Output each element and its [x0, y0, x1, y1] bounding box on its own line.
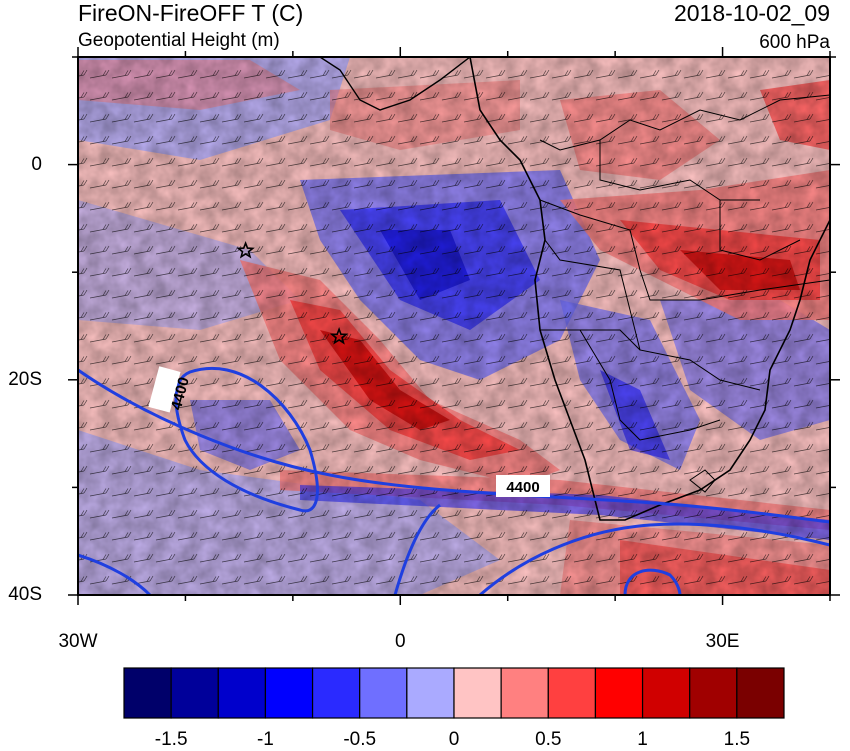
colorbar-swatch — [406, 667, 455, 719]
colorbar-swatch — [641, 667, 691, 719]
axis-ticks — [68, 47, 840, 605]
colorbar-tick-label: 1.5 — [723, 729, 751, 750]
markers-layer — [236, 240, 349, 345]
y-tick-label: 20S — [8, 368, 42, 390]
colorbar-swatch — [689, 667, 738, 719]
colorbar-swatch — [547, 667, 597, 719]
colorbar-tick-label: 1 — [637, 729, 648, 750]
colorbar-swatch — [170, 667, 219, 719]
colorbar-swatch — [594, 667, 644, 719]
star-marker — [236, 240, 255, 259]
svg-text:4400: 4400 — [506, 479, 539, 496]
temperature-difference-field — [78, 57, 830, 595]
star-marker — [329, 327, 349, 345]
contour-label: 4400 — [496, 475, 550, 497]
colorbar-tick-label: 0.5 — [535, 729, 562, 750]
colorbar-tick-label: -0.5 — [343, 729, 377, 750]
plot-title: FireON-FireOFF T (C) — [78, 0, 304, 26]
map-frame — [77, 56, 831, 596]
colorbar-swatch — [311, 667, 361, 719]
colorbar-swatch — [453, 667, 502, 719]
colorbar-tick-label: -1.5 — [154, 729, 188, 750]
pressure-level: 600 hPa — [759, 32, 830, 53]
plot-subtitle: Geopotential Height (m) — [78, 30, 280, 51]
y-tick-label: 0 — [31, 153, 42, 175]
colorbar-swatch — [123, 667, 172, 719]
colorbar-tick-label: 0 — [448, 729, 460, 750]
colorbar-swatch — [359, 667, 408, 719]
y-tick-label: 40S — [8, 584, 42, 605]
x-tick-label: 30W — [58, 631, 98, 652]
x-tick-label: 30E — [705, 631, 740, 652]
africa-coastline — [469, 57, 830, 521]
x-tick-label: 0 — [394, 631, 406, 652]
height-contour — [174, 366, 319, 513]
colorbar-swatch — [736, 667, 785, 719]
colorbar-swatch — [217, 667, 267, 719]
colorbar-tick-label: -1 — [256, 729, 274, 750]
colorbar-swatch — [264, 667, 314, 719]
colorbar-swatch — [500, 667, 549, 719]
valid-time: 2018-10-02_09 — [673, 0, 830, 26]
